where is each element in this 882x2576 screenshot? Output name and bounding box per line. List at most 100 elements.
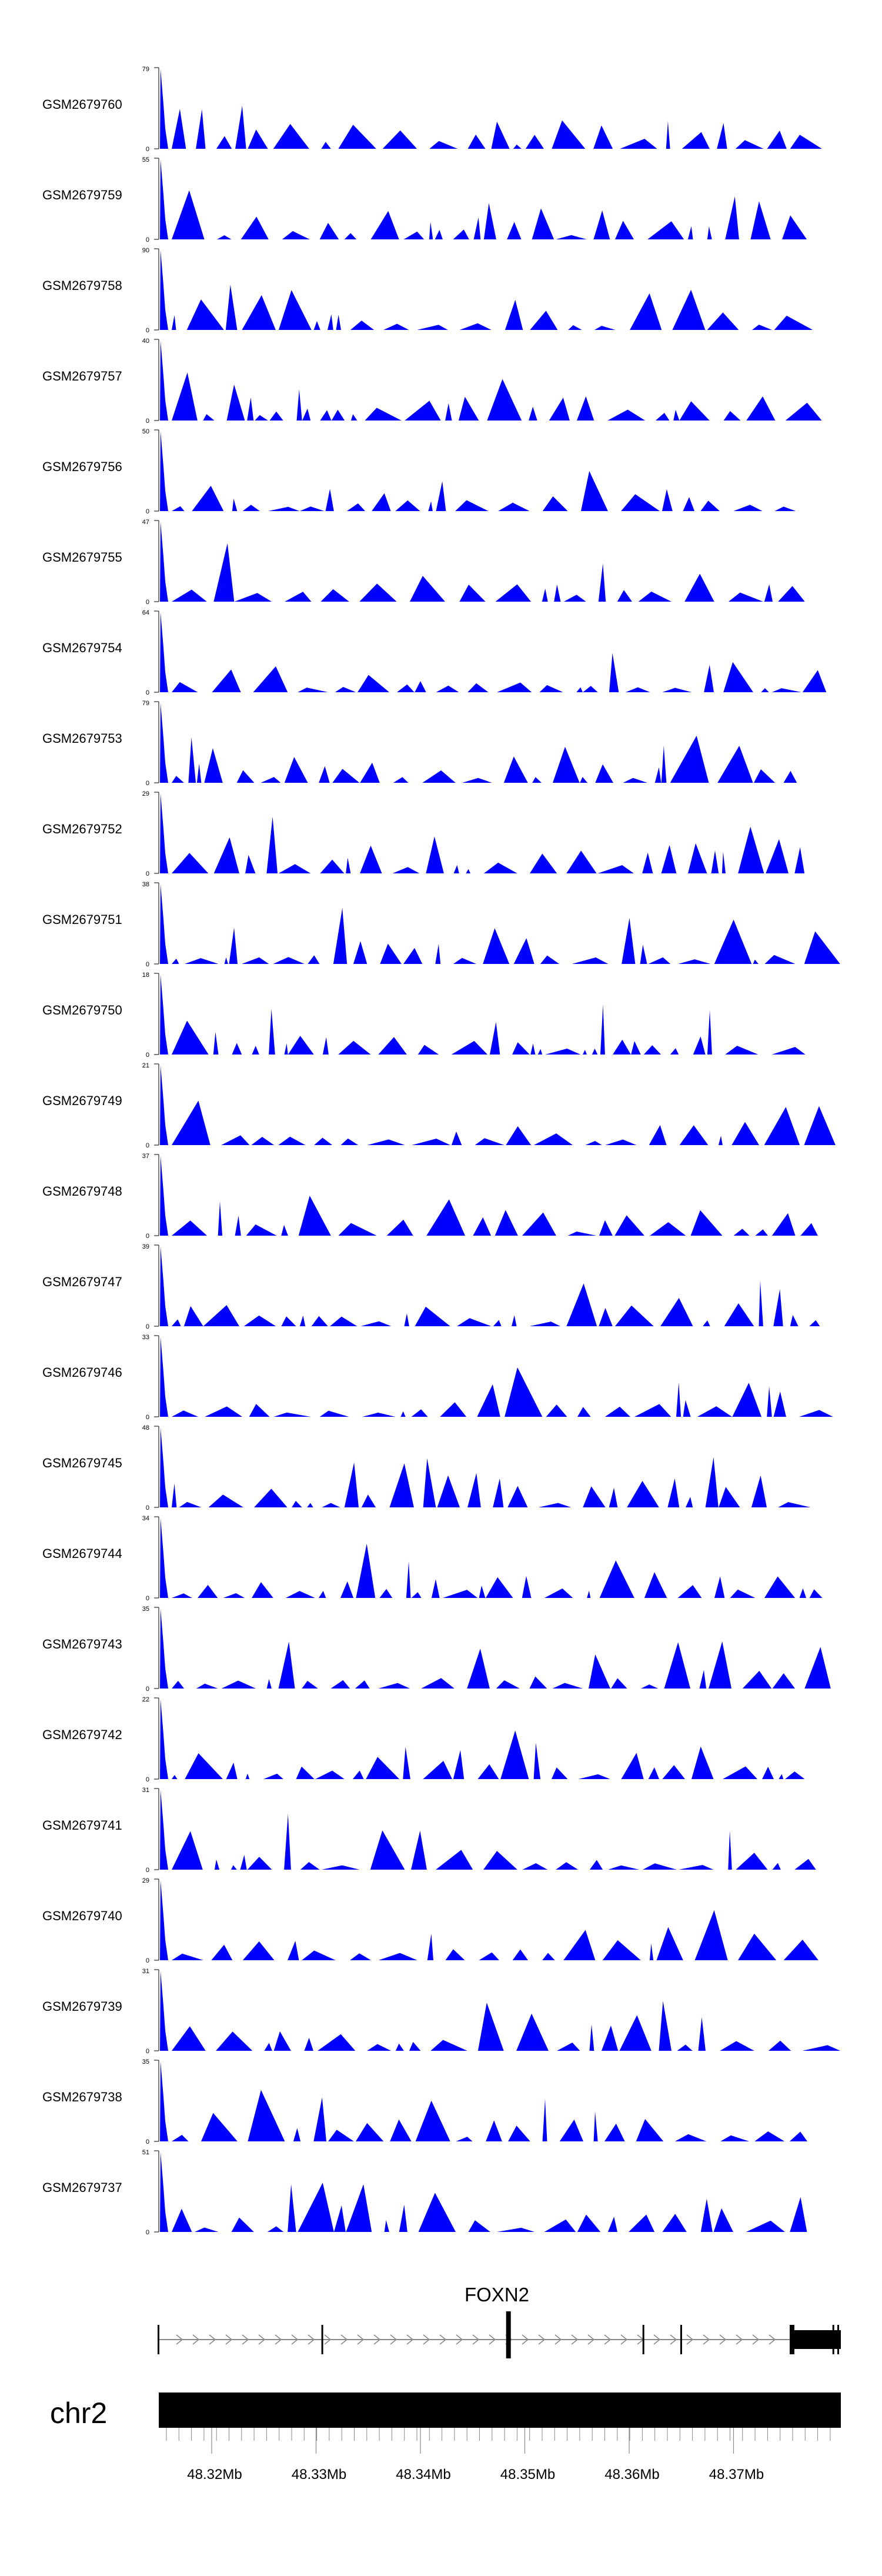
coverage-signal: [160, 612, 834, 692]
gene-label: FOXN2: [465, 2284, 529, 2305]
coordinate-label: 48.32Mb: [187, 2467, 242, 2482]
track-max-label: 22: [142, 1696, 149, 1703]
track-max-label: 79: [142, 700, 149, 707]
track-label: GSM2679755: [42, 550, 122, 565]
strand-arrow-icon: [209, 2334, 216, 2345]
track-GSM2679739: GSM2679739 31 0: [42, 1968, 841, 2055]
track-min-label: 0: [146, 1595, 149, 1602]
track-min-label: 0: [146, 2229, 149, 2236]
coverage-signal: [160, 884, 840, 964]
track-label: GSM2679754: [42, 640, 122, 655]
coordinate-label: 48.37Mb: [709, 2467, 764, 2482]
coverage-signal: [160, 975, 811, 1055]
track-label: GSM2679746: [42, 1365, 122, 1380]
coverage-signal: [160, 341, 823, 421]
track-label: GSM2679749: [42, 1093, 122, 1108]
track-min-label: 0: [146, 1142, 149, 1149]
track-GSM2679752: GSM2679752 29 0: [42, 790, 814, 877]
track-GSM2679753: GSM2679753 79 0: [42, 700, 806, 787]
gene-exons: [158, 2311, 841, 2358]
coordinate-label: 48.35Mb: [500, 2467, 555, 2482]
gene-exon: [680, 2325, 682, 2354]
strand-arrow-icon: [670, 2334, 677, 2345]
track-max-label: 90: [142, 247, 149, 254]
track-GSM2679758: GSM2679758 90 0: [42, 247, 827, 334]
track-GSM2679760: GSM2679760 79 0: [42, 66, 827, 153]
track-max-label: 55: [142, 156, 149, 163]
track-GSM2679756: GSM2679756 50 0: [42, 428, 803, 515]
coverage-tracks: GSM2679760790GSM2679759550GSM2679758900G…: [42, 66, 841, 2236]
strand-arrow-icon: [522, 2334, 529, 2345]
coverage-signal: [160, 1065, 838, 1145]
track-min-label: 0: [146, 2138, 149, 2145]
track-GSM2679742: GSM2679742 22 0: [42, 1696, 815, 1783]
gene-exon: [790, 2325, 794, 2354]
strand-arrow-icon: [242, 2334, 249, 2345]
track-min-label: 0: [146, 146, 149, 153]
strand-arrow-icon: [340, 2334, 348, 2345]
track-max-label: 79: [142, 66, 149, 73]
track-max-label: 50: [142, 428, 149, 435]
strand-arrow-icon: [423, 2334, 430, 2345]
track-label: GSM2679758: [42, 278, 122, 293]
strand-arrow-icon: [258, 2334, 266, 2345]
coverage-signal: [160, 250, 827, 330]
coordinate-label: 48.33Mb: [292, 2467, 346, 2482]
strand-arrow-icon: [703, 2334, 710, 2345]
track-label: GSM2679738: [42, 2090, 122, 2104]
track-min-label: 0: [146, 1052, 149, 1059]
strand-arrow-icon: [406, 2334, 414, 2345]
track-GSM2679755: GSM2679755 47 0: [42, 519, 819, 606]
track-min-label: 0: [146, 1776, 149, 1783]
track-max-label: 39: [142, 1243, 149, 1250]
track-GSM2679745: GSM2679745 48 0: [42, 1424, 824, 1511]
track-max-label: 37: [142, 1153, 149, 1160]
track-GSM2679737: GSM2679737 51 0: [42, 2149, 814, 2236]
track-label: GSM2679747: [42, 1274, 122, 1289]
gene-exon: [321, 2325, 323, 2354]
strand-arrow-icon: [554, 2334, 562, 2345]
strand-arrow-icon: [620, 2334, 628, 2345]
track-max-label: 18: [142, 972, 149, 979]
track-label: GSM2679750: [42, 1003, 122, 1017]
strand-arrow-icon: [275, 2334, 282, 2345]
track-GSM2679749: GSM2679749 21 0: [42, 1062, 838, 1149]
track-label: GSM2679760: [42, 97, 122, 112]
track-min-label: 0: [146, 961, 149, 968]
chromosome-ideogram: chr2 48.32Mb 48.33Mb 48.34Mb 48.35Mb 48.36Mb…: [50, 2393, 841, 2482]
track-GSM2679738: GSM2679738 35 0: [42, 2058, 812, 2145]
track-max-label: 34: [142, 1515, 149, 1522]
track-label: GSM2679753: [42, 731, 122, 746]
coverage-signal: [160, 1880, 826, 1960]
chromosome-label: chr2: [50, 2397, 107, 2430]
chromosome-bar: [159, 2393, 841, 2428]
track-GSM2679748: GSM2679748 37 0: [42, 1153, 824, 1240]
track-label: GSM2679741: [42, 1818, 122, 1833]
coordinate-label: 48.34Mb: [396, 2467, 450, 2482]
track-min-label: 0: [146, 599, 149, 606]
gene-exon: [642, 2325, 644, 2354]
track-max-label: 35: [142, 1606, 149, 1613]
track-GSM2679754: GSM2679754 64 0: [42, 609, 834, 696]
gene-exon: [158, 2325, 159, 2354]
track-min-label: 0: [146, 236, 149, 243]
gene-utr-block: [794, 2330, 841, 2349]
coverage-signal: [160, 69, 827, 149]
track-max-label: 29: [142, 790, 149, 798]
track-GSM2679743: GSM2679743 35 0: [42, 1606, 838, 1693]
coverage-signal: [160, 1971, 841, 2051]
track-min-label: 0: [146, 327, 149, 334]
coverage-signal: [160, 522, 819, 602]
coverage-signal: [160, 1337, 834, 1417]
track-GSM2679757: GSM2679757 40 0: [42, 338, 823, 425]
strand-arrow-icon: [571, 2334, 579, 2345]
major-ticks: 48.32Mb 48.33Mb 48.34Mb 48.35Mb 48.36Mb 48.37…: [187, 2428, 764, 2482]
track-min-label: 0: [146, 1504, 149, 1511]
coverage-signal: [160, 1518, 826, 1598]
coverage-signal: [160, 1156, 824, 1236]
minor-ticks: [166, 2428, 831, 2441]
track-GSM2679741: GSM2679741 31 0: [42, 1787, 831, 1874]
track-label: GSM2679756: [42, 459, 122, 474]
coordinate-label: 48.36Mb: [604, 2467, 659, 2482]
